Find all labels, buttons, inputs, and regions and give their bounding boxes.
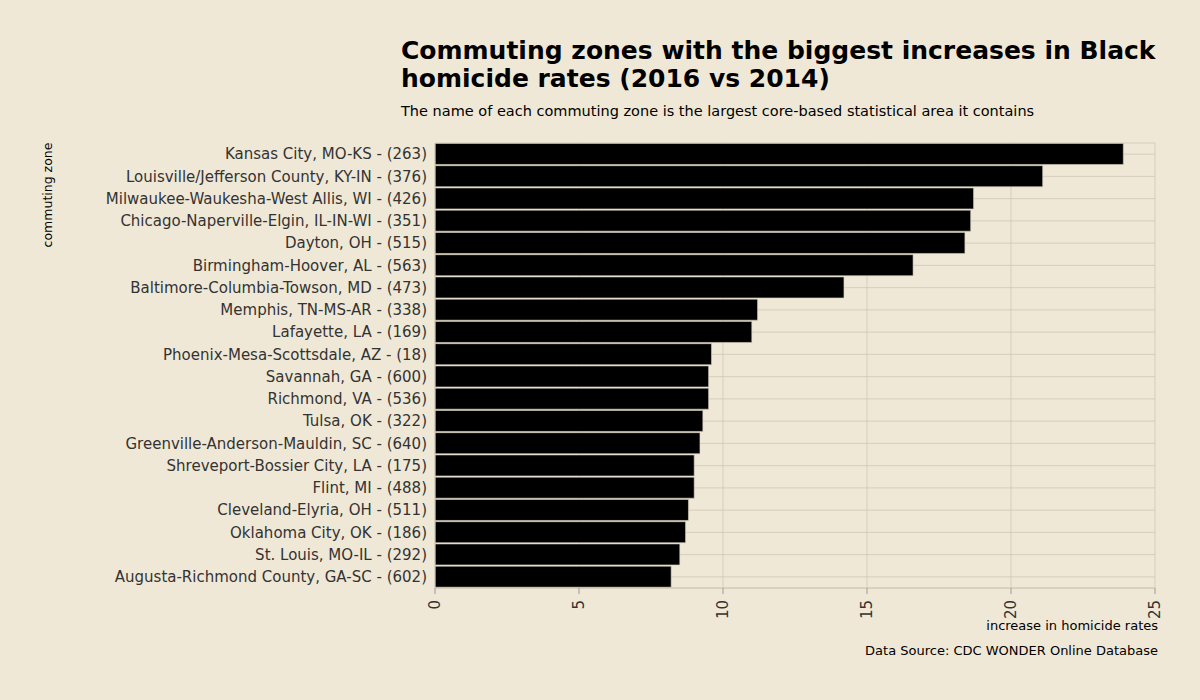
svg-text:Tulsa, OK - (322): Tulsa, OK - (322) [302, 412, 427, 430]
svg-text:Lafayette, LA - (169): Lafayette, LA - (169) [272, 323, 427, 341]
svg-text:Phoenix-Mesa-Scottsdale, AZ -: Phoenix-Mesa-Scottsdale, AZ - (18) [163, 346, 427, 364]
svg-text:Milwaukee-Waukesha-West Allis,: Milwaukee-Waukesha-West Allis, WI - (426… [106, 190, 427, 208]
svg-text:10: 10 [714, 600, 732, 619]
svg-text:Savannah, GA - (600): Savannah, GA - (600) [266, 368, 427, 386]
html-text:Commuting zones with the bigge: Commuting zones with the biggest increas… [401, 36, 1156, 93]
svg-text:Flint, MI - (488): Flint, MI - (488) [312, 479, 427, 497]
html-text:increase in homicide rates: increase in homicide rates [986, 618, 1158, 633]
svg-text:St. Louis, MO-IL - (292): St. Louis, MO-IL - (292) [255, 546, 427, 564]
svg-text:Kansas City, MO-KS - (263): Kansas City, MO-KS - (263) [225, 145, 427, 163]
svg-text:Louisville/Jefferson County, K: Louisville/Jefferson County, KY-IN - (37… [126, 168, 427, 186]
svg-text:25: 25 [1146, 600, 1164, 619]
html-text:commuting zone: commuting zone [39, 142, 55, 248]
html-text:Data Source: CDC WONDER Online: Data Source: CDC WONDER Online Database [865, 643, 1158, 658]
svg-text:Chicago-Naperville-Elgin, IL-I: Chicago-Naperville-Elgin, IL-IN-WI - (35… [120, 212, 427, 230]
svg-text:Birmingham-Hoover, AL - (563): Birmingham-Hoover, AL - (563) [193, 257, 427, 275]
svg-text:Cleveland-Elyria, OH - (511): Cleveland-Elyria, OH - (511) [217, 501, 427, 519]
svg-text:20: 20 [1002, 600, 1020, 619]
svg-text:Shreveport-Bossier City, LA -: Shreveport-Bossier City, LA - (175) [167, 457, 427, 475]
svg-text:Oklahoma City, OK - (186): Oklahoma City, OK - (186) [230, 524, 427, 542]
svg-text:Memphis, TN-MS-AR - (338): Memphis, TN-MS-AR - (338) [220, 301, 427, 319]
svg-text:Greenville-Anderson-Mauldin, S: Greenville-Anderson-Mauldin, SC - (640) [125, 435, 427, 453]
svg-text:5: 5 [570, 600, 588, 610]
html-text:The name of each commuting zon: The name of each commuting zone is the l… [401, 103, 1035, 119]
svg-text:0: 0 [426, 600, 444, 610]
svg-text:15: 15 [858, 600, 876, 619]
svg-text:Baltimore-Columbia-Towson, MD: Baltimore-Columbia-Towson, MD - (473) [130, 279, 427, 297]
svg-text:Augusta-Richmond County, GA-SC: Augusta-Richmond County, GA-SC - (602) [115, 568, 427, 586]
svg-text:Richmond, VA - (536): Richmond, VA - (536) [267, 390, 427, 408]
svg-text:Dayton, OH - (515): Dayton, OH - (515) [285, 234, 427, 252]
